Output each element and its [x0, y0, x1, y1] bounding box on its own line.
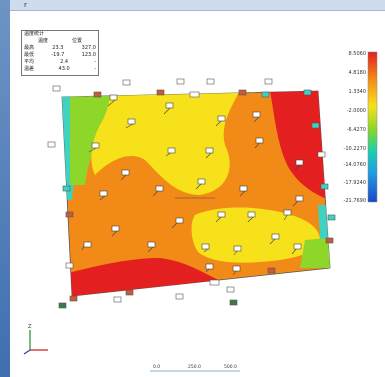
probe-marker[interactable] — [122, 79, 131, 86]
axis-triad: Z — [23, 324, 48, 355]
probe-marker[interactable] — [327, 214, 336, 221]
probe-marker[interactable] — [69, 295, 78, 302]
interior-probes — [81, 94, 304, 276]
probe-marker[interactable] — [217, 115, 226, 122]
probe-marker[interactable] — [217, 211, 226, 218]
probe-marker[interactable] — [320, 183, 329, 190]
legend-labels: 8.5060 4.8180 1.3340 -2.0000 -6.4270 -10… — [344, 51, 366, 204]
scale-label: 250.0 — [188, 364, 201, 370]
legend-label: -21.7690 — [344, 198, 366, 204]
probe-marker[interactable] — [167, 147, 176, 154]
contour-band-yellow — [91, 91, 240, 195]
probe-marker[interactable] — [91, 142, 100, 149]
color-legend-bar — [367, 51, 378, 203]
statistics-box: 温度统计 温度 位置 最高 23.3 327.0 最低 -19.7 123.0 … — [21, 30, 99, 76]
contour-band-green-right — [300, 238, 330, 268]
probe-marker[interactable] — [233, 245, 242, 252]
statistics-row: 最高 23.3 327.0 — [24, 45, 96, 51]
probe-marker[interactable] — [99, 190, 108, 197]
probe-marker[interactable] — [176, 78, 185, 85]
probe-marker[interactable] — [175, 217, 184, 224]
probe-markers — [47, 78, 336, 309]
probe-marker[interactable] — [295, 195, 304, 202]
contour-band-green — [70, 91, 150, 185]
bottom-scale: 0.0 250.0 500.0 — [150, 364, 240, 372]
statistics-title: 温度统计 — [24, 31, 45, 37]
legend-label: 4.8180 — [349, 70, 367, 76]
probe-marker[interactable] — [189, 91, 200, 98]
probe-marker[interactable] — [147, 241, 156, 248]
legend-label: -10.2270 — [344, 146, 366, 152]
probe-marker[interactable] — [47, 141, 56, 148]
probe-marker[interactable] — [62, 185, 71, 192]
legend-label: -6.4270 — [347, 127, 366, 133]
legend-label: -17.9240 — [344, 180, 366, 186]
probe-marker[interactable] — [205, 147, 214, 154]
legend-label: -14.0760 — [344, 162, 366, 168]
probe-marker[interactable] — [232, 265, 241, 272]
probe-marker[interactable] — [109, 94, 118, 101]
probe-marker[interactable] — [293, 243, 302, 250]
probe-marker[interactable] — [165, 102, 174, 109]
probe-marker[interactable] — [325, 237, 334, 244]
probe-marker[interactable] — [121, 169, 130, 176]
probe-marker[interactable] — [226, 286, 235, 293]
scale-label: 500.0 — [224, 364, 237, 370]
probe-marker[interactable] — [197, 178, 206, 185]
probe-marker[interactable] — [295, 159, 304, 166]
probe-marker[interactable] — [65, 262, 74, 269]
left-panel-edge — [0, 0, 10, 377]
probe-marker[interactable] — [261, 91, 270, 98]
probe-marker[interactable] — [247, 211, 256, 218]
probe-marker[interactable] — [311, 122, 320, 129]
window-titlebar: r — [10, 0, 385, 11]
probe-marker[interactable] — [238, 89, 247, 96]
probe-marker[interactable] — [252, 111, 261, 118]
probe-marker[interactable] — [93, 91, 102, 98]
scale-label: 0.0 — [153, 364, 160, 370]
contour-band-red-top — [270, 91, 330, 200]
legend-label: -2.0000 — [347, 108, 366, 114]
statistics-row: 温差 43.0 - — [24, 66, 96, 72]
statistics-col-1: 温度 — [37, 38, 48, 44]
probe-marker[interactable] — [239, 185, 248, 192]
legend-label: 8.5060 — [349, 51, 367, 57]
probe-marker[interactable] — [264, 78, 273, 85]
probe-marker[interactable] — [127, 118, 136, 125]
probe-marker[interactable] — [156, 89, 165, 96]
statistics-row: 最低 -19.7 123.0 — [24, 52, 96, 58]
probe-marker[interactable] — [267, 267, 276, 274]
probe-marker[interactable] — [255, 137, 264, 144]
axis-label-z: Z — [28, 324, 32, 330]
contour-bands — [62, 91, 330, 296]
probe-marker[interactable] — [111, 225, 120, 232]
probe-marker[interactable] — [52, 85, 61, 92]
probe-marker[interactable] — [229, 299, 238, 306]
legend-label: 1.3340 — [349, 89, 367, 95]
window-title: r — [24, 1, 27, 9]
probe-marker[interactable] — [283, 209, 292, 216]
probe-marker[interactable] — [205, 263, 214, 270]
probe-marker[interactable] — [58, 302, 67, 309]
probe-marker[interactable] — [317, 151, 326, 158]
probe-marker[interactable] — [271, 233, 280, 240]
probe-marker[interactable] — [175, 293, 184, 300]
probe-marker[interactable] — [113, 296, 122, 303]
probe-marker[interactable] — [65, 211, 74, 218]
probe-marker[interactable] — [206, 78, 215, 85]
probe-marker[interactable] — [155, 185, 164, 192]
probe-marker[interactable] — [303, 89, 312, 96]
probe-marker[interactable] — [201, 243, 210, 250]
statistics-col-2: 位置 — [71, 38, 82, 44]
probe-marker[interactable] — [125, 289, 134, 296]
statistics-row: 平均 2.4 - — [24, 59, 96, 65]
probe-marker[interactable] — [209, 279, 220, 286]
contour-band-yellow-low — [191, 207, 320, 263]
probe-marker[interactable] — [83, 241, 92, 248]
